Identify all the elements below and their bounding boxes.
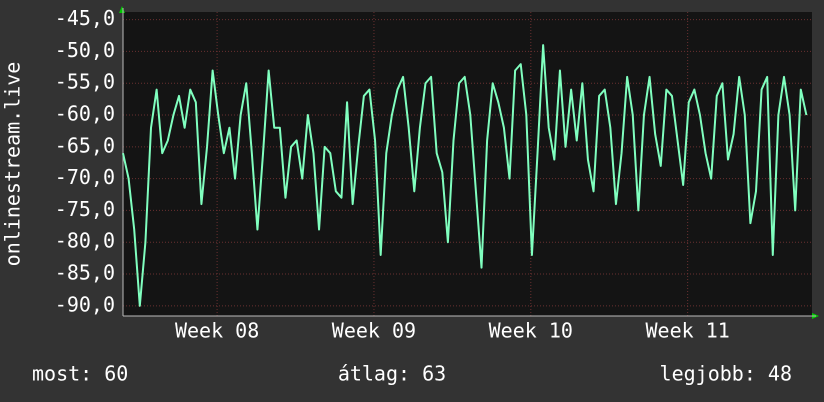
plot-area <box>123 12 812 316</box>
y-tick-label: -70,0 <box>55 165 115 189</box>
x-tick-label: Week 11 <box>645 319 729 343</box>
y-tick-label: -90,0 <box>55 292 115 316</box>
y-tick-label: -55,0 <box>55 70 115 94</box>
x-tick-label: Week 09 <box>332 319 416 343</box>
y-arrow <box>119 6 125 13</box>
y-axis-label: onlinestream.live <box>1 62 25 267</box>
footer-current: most: 60 <box>32 362 128 386</box>
x-tick-label: Week 10 <box>489 319 573 343</box>
y-tick-label: -75,0 <box>55 197 115 221</box>
y-tick-label: -65,0 <box>55 133 115 157</box>
footer-average: átlag: 63 <box>338 362 446 386</box>
y-tick-label: -60,0 <box>55 102 115 126</box>
y-tick-label: -85,0 <box>55 261 115 285</box>
data-line <box>122 44 808 307</box>
y-tick-label: -50,0 <box>55 38 115 62</box>
y-tick-label: -45,0 <box>55 6 115 30</box>
x-tick-label: Week 08 <box>175 319 259 343</box>
y-tick-label: -80,0 <box>55 229 115 253</box>
footer-best: legjobb: 48 <box>660 362 792 386</box>
